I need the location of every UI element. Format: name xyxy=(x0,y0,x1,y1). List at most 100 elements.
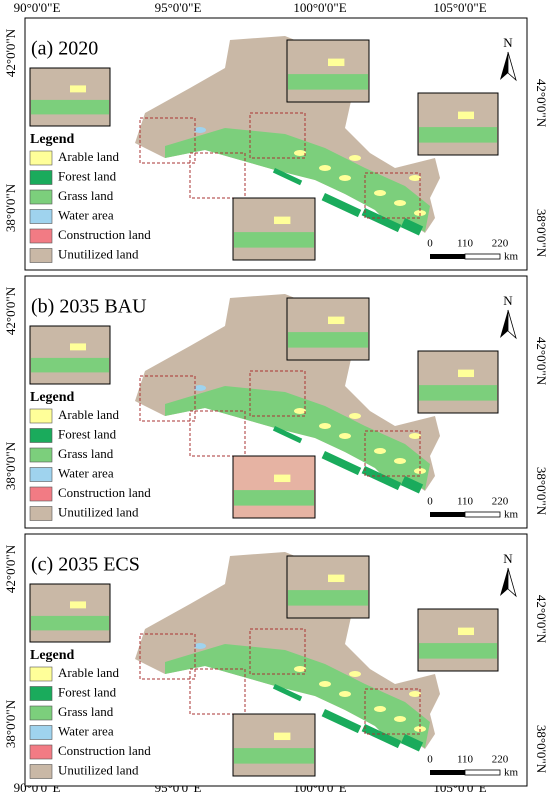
legend-label: Forest land xyxy=(58,426,117,441)
region-arable xyxy=(409,175,421,181)
north-arrow xyxy=(500,52,508,80)
extent-box xyxy=(249,628,306,675)
longitude-label: 105°0'0"E xyxy=(433,0,486,15)
inset-arable xyxy=(274,474,291,483)
north-arrow xyxy=(507,567,517,598)
region-arable xyxy=(349,413,361,419)
inset-map xyxy=(286,555,370,619)
scale-unit: km xyxy=(504,767,519,779)
legend-label: Arable land xyxy=(58,149,120,164)
scale-bar-white xyxy=(464,769,501,776)
legend-swatch xyxy=(29,170,53,185)
legend-swatch xyxy=(29,666,53,682)
region-forest xyxy=(400,476,424,494)
region-forest xyxy=(321,709,362,734)
extent-box xyxy=(189,668,246,715)
legend-swatch xyxy=(29,408,53,424)
legend-swatch xyxy=(29,150,53,166)
legend-label: Unutilized land xyxy=(58,504,139,519)
region-arable xyxy=(374,706,386,712)
legend-swatch xyxy=(29,189,53,205)
region-arable xyxy=(294,150,306,156)
region-forest xyxy=(272,168,303,186)
region-arable xyxy=(409,433,421,439)
region-arable xyxy=(394,716,406,722)
scale-bar-white xyxy=(464,253,501,260)
region-forest xyxy=(361,724,402,749)
legend-swatch xyxy=(29,209,53,224)
legend-label: Grass land xyxy=(58,188,114,203)
scale-label: 0 xyxy=(427,238,433,250)
region-arable xyxy=(394,200,406,206)
extent-box xyxy=(249,112,306,159)
legend-swatch xyxy=(29,248,53,263)
extent-box xyxy=(139,117,196,164)
scale-unit: km xyxy=(504,251,519,263)
inset-arable xyxy=(458,627,474,636)
legend-title: Legend xyxy=(30,648,75,663)
legend-swatch xyxy=(29,467,53,482)
region-arable xyxy=(339,433,351,439)
region-arable xyxy=(374,190,386,196)
region-arable xyxy=(374,448,386,454)
inset-map xyxy=(29,67,111,127)
map-panel: (a) 2020 Legend Arable land Forest land Gras… xyxy=(24,17,528,271)
inset-grass xyxy=(288,74,368,90)
latitude-label: 42°0'0"N xyxy=(3,28,18,77)
scale-label: 110 xyxy=(457,238,474,250)
latitude-label: 42°0'0"N xyxy=(3,286,18,335)
legend-swatch xyxy=(29,764,53,779)
region-arable xyxy=(349,671,361,677)
legend-label: Water area xyxy=(58,723,114,738)
region-water xyxy=(194,643,206,649)
legend-label: Unutilized land xyxy=(58,246,139,261)
legend-label: Water area xyxy=(58,207,114,222)
inset-grass xyxy=(31,615,109,631)
legend-label: Construction land xyxy=(58,227,151,242)
scale-label: 0 xyxy=(427,754,433,766)
inset-map xyxy=(29,583,111,643)
legend-label: Forest land xyxy=(58,684,117,699)
inset-arable xyxy=(70,85,86,93)
north-label: N xyxy=(503,551,513,566)
latitude-label: 38°0'0"N xyxy=(3,183,18,232)
panel-title: (a) 2020 xyxy=(31,38,98,60)
map-panel: (b) 2035 BAU Legend Arable land Forest land… xyxy=(24,275,528,529)
inset-map xyxy=(232,455,316,519)
region-forest xyxy=(361,466,402,491)
north-arrow xyxy=(500,310,508,338)
region-grass xyxy=(165,644,430,748)
latitude-label: 42°0'0"N xyxy=(534,337,549,386)
extent-box xyxy=(364,688,421,735)
region-grass xyxy=(165,128,430,232)
scale-label: 220 xyxy=(492,754,509,766)
inset-grass xyxy=(234,232,314,248)
legend-title: Legend xyxy=(30,132,75,147)
latitude-label: 38°0'0"N xyxy=(534,209,549,258)
legend-swatch xyxy=(29,705,53,721)
legend-swatch xyxy=(29,428,53,443)
inset-grass xyxy=(288,590,368,606)
legend-swatch xyxy=(29,725,53,740)
panel-title: (b) 2035 BAU xyxy=(31,296,147,318)
scale-unit: km xyxy=(504,509,519,521)
latitude-label: 38°0'0"N xyxy=(3,441,18,490)
scale-bar-black xyxy=(430,512,465,517)
legend-swatch xyxy=(29,686,53,701)
region-arable xyxy=(339,175,351,181)
inset-grass xyxy=(31,357,109,373)
legend-label: Grass land xyxy=(58,704,114,719)
inset-map xyxy=(417,92,499,156)
inset-grass xyxy=(234,748,314,764)
latitude-label: 42°0'0"N xyxy=(534,595,549,644)
region-arable xyxy=(319,681,331,687)
region-water xyxy=(194,127,206,133)
region-water xyxy=(194,385,206,391)
region-arable xyxy=(339,691,351,697)
inset-arable xyxy=(274,216,291,225)
longitude-label: 90°0'0"E xyxy=(14,0,61,15)
region-arable xyxy=(409,691,421,697)
extent-box xyxy=(189,152,246,199)
region-arable xyxy=(294,666,306,672)
region-forest xyxy=(321,451,362,476)
